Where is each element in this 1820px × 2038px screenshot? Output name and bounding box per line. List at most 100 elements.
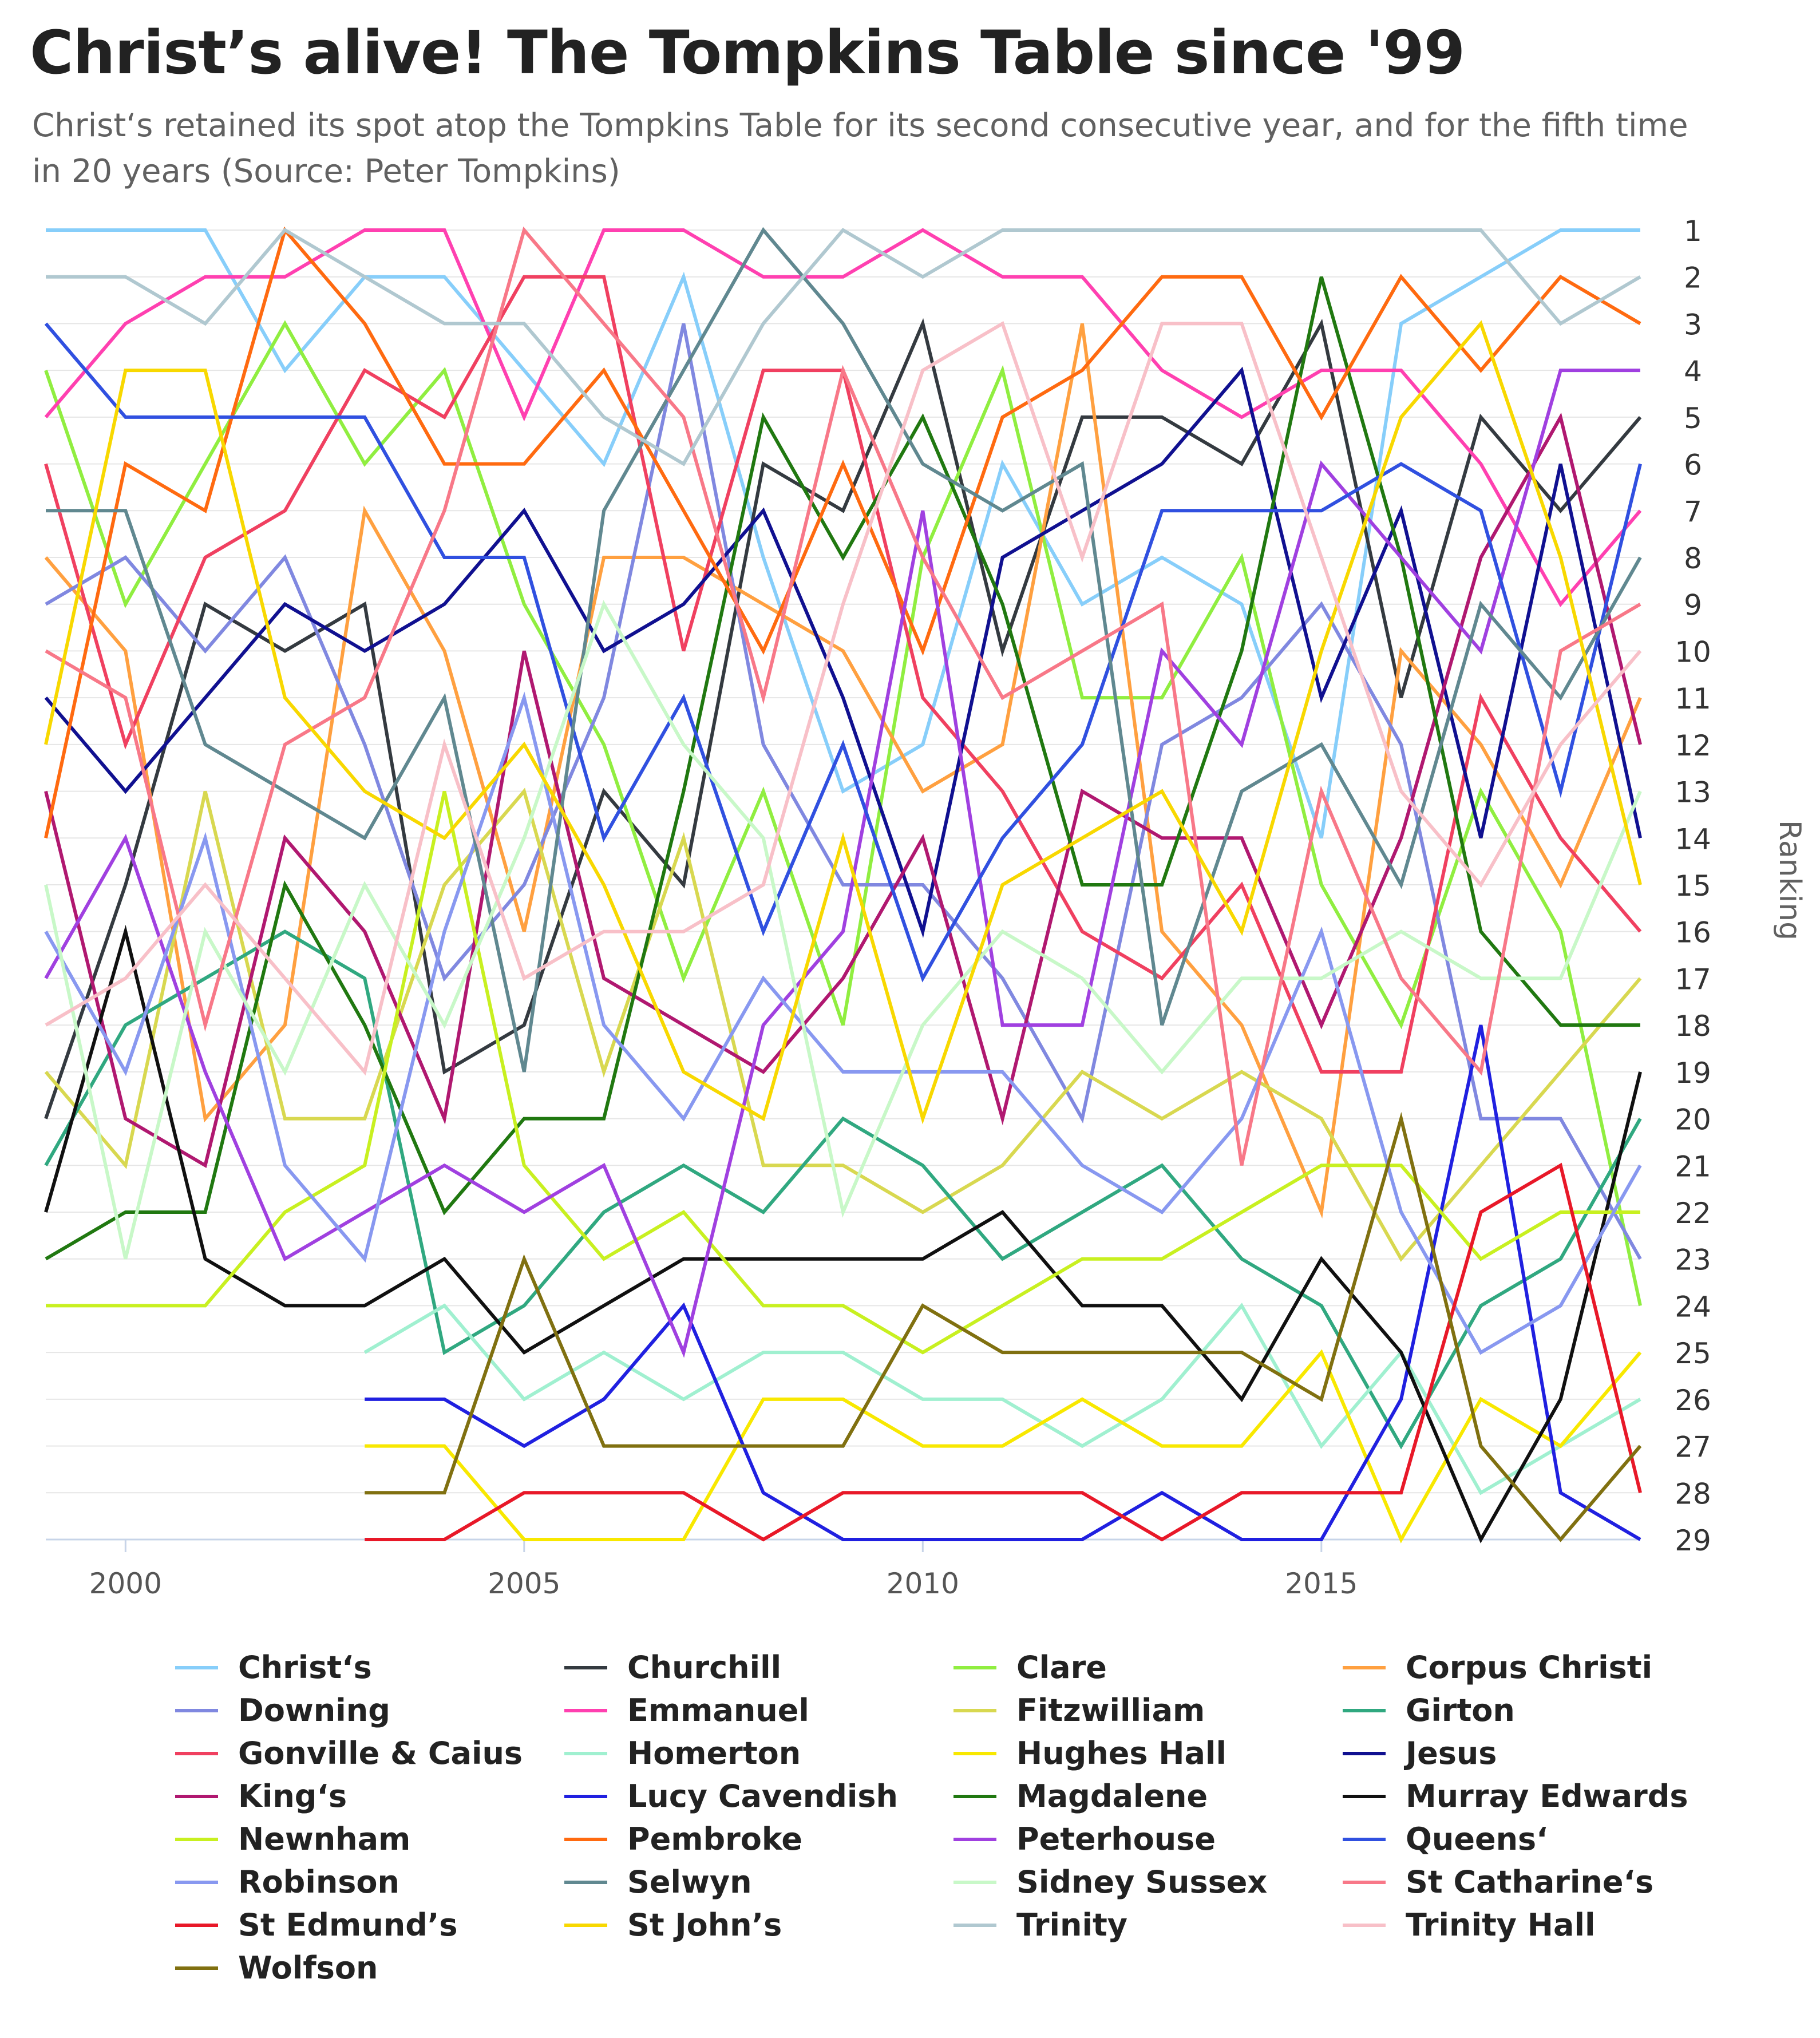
y-tick-label: 14 (1675, 822, 1711, 856)
legend-swatch (175, 1708, 218, 1712)
y-tick-label: 12 (1675, 729, 1711, 762)
legend-item-girton[interactable]: Girton (1343, 1689, 1515, 1732)
legend-label: Queens‘ (1406, 1821, 1548, 1857)
legend-label: Magdalene (1016, 1778, 1208, 1814)
y-tick-label: 24 (1675, 1290, 1711, 1323)
series-line-wolfson (365, 1111, 1642, 1542)
series-lines (44, 226, 1642, 1544)
series-line-trinity (46, 228, 1641, 466)
legend-label: Hughes Hall (1016, 1735, 1226, 1771)
series-line-churchill (44, 318, 1642, 1119)
y-tick-label: 5 (1684, 402, 1702, 435)
series-line-corpus-christi (44, 323, 1642, 1219)
legend-swatch (175, 1966, 218, 1970)
legend-item-magdalene[interactable]: Magdalene (953, 1775, 1208, 1818)
legend-swatch (1343, 1880, 1386, 1884)
legend-item-churchill[interactable]: Churchill (564, 1646, 781, 1689)
legend-swatch (175, 1923, 218, 1927)
legend-label: Murray Edwards (1406, 1778, 1688, 1814)
legend-label: Fitzwilliam (1016, 1692, 1205, 1728)
x-tick-label: 2005 (488, 1567, 560, 1600)
legend-swatch (953, 1923, 996, 1927)
series-line-pembroke (44, 226, 1641, 838)
legend-item-lucy-cavendish[interactable]: Lucy Cavendish (564, 1775, 898, 1818)
legend-label: Newnham (238, 1821, 411, 1857)
legend-label: Girton (1406, 1692, 1515, 1728)
page-title: Christ’s alive! The Tompkins Table since… (30, 18, 1465, 88)
y-tick-label: 25 (1675, 1337, 1711, 1370)
legend-item-fitzwilliam[interactable]: Fitzwilliam (953, 1689, 1205, 1732)
y-tick-label: 19 (1675, 1056, 1711, 1090)
legend-item-trinity-hall[interactable]: Trinity Hall (1343, 1904, 1595, 1946)
legend-swatch (1343, 1665, 1386, 1669)
legend-label: Christ‘s (238, 1649, 372, 1685)
legend-item-wolfson[interactable]: Wolfson (175, 1946, 378, 1989)
legend-swatch (953, 1751, 996, 1755)
series-line-robinson (44, 691, 1642, 1355)
axis-labels: Ranking (1772, 820, 1807, 940)
legend-label: Homerton (627, 1735, 801, 1771)
legend-item-downing[interactable]: Downing (175, 1689, 390, 1732)
legend-item-st-catharine-s[interactable]: St Catharine‘s (1343, 1861, 1653, 1904)
legend-item-queens[interactable]: Queens‘ (1343, 1818, 1548, 1861)
series-line-selwyn (46, 227, 1642, 1073)
legend-swatch (564, 1837, 607, 1841)
legend-swatch (564, 1708, 607, 1712)
y-axis-label: Ranking (1772, 820, 1807, 940)
legend-item-christ-s[interactable]: Christ‘s (175, 1646, 372, 1689)
legend-item-pembroke[interactable]: Pembroke (564, 1818, 802, 1861)
legend-item-corpus-christi[interactable]: Corpus Christi (1343, 1646, 1652, 1689)
legend-swatch (175, 1837, 218, 1841)
legend-label: Sidney Sussex (1016, 1864, 1268, 1900)
legend-item-emmanuel[interactable]: Emmanuel (564, 1689, 809, 1732)
legend-item-trinity[interactable]: Trinity (953, 1904, 1127, 1946)
y-tick-label: 8 (1684, 542, 1702, 575)
y-tick-label: 11 (1675, 682, 1711, 715)
legend-swatch (564, 1794, 607, 1798)
legend-item-sidney-sussex[interactable]: Sidney Sussex (953, 1861, 1267, 1904)
series-line-magdalene (45, 276, 1640, 1261)
legend-label: King‘s (238, 1778, 347, 1814)
legend-item-homerton[interactable]: Homerton (564, 1732, 801, 1775)
legend-swatch (1343, 1923, 1386, 1927)
legend-swatch (953, 1880, 996, 1884)
series-line-st-john-s (44, 320, 1642, 1125)
legend-label: St John’s (627, 1907, 782, 1943)
legend-swatch (175, 1794, 218, 1798)
x-tick-label: 2015 (1285, 1567, 1358, 1600)
x-tick-label: 2000 (89, 1567, 162, 1600)
legend-item-hughes-hall[interactable]: Hughes Hall (953, 1732, 1226, 1775)
series-line-gonville-caius (44, 275, 1642, 1074)
legend-label: Trinity Hall (1406, 1907, 1596, 1943)
series-line-king-s (44, 412, 1642, 1168)
legend-label: Corpus Christi (1406, 1649, 1653, 1685)
y-tick-label: 2 (1684, 262, 1702, 295)
legend-item-selwyn[interactable]: Selwyn (564, 1861, 752, 1904)
legend-item-peterhouse[interactable]: Peterhouse (953, 1818, 1216, 1861)
legend-swatch (175, 1880, 218, 1884)
y-tick-label: 6 (1684, 449, 1702, 482)
legend-item-newnham[interactable]: Newnham (175, 1818, 410, 1861)
legend-item-clare[interactable]: Clare (953, 1646, 1107, 1689)
legend-swatch (175, 1751, 218, 1755)
series-line-peterhouse (44, 369, 1640, 1358)
y-tick-label: 20 (1675, 1103, 1711, 1137)
legend-item-st-edmund-s[interactable]: St Edmund’s (175, 1904, 458, 1946)
y-tick-label: 17 (1675, 963, 1711, 996)
y-tick-label: 7 (1684, 495, 1702, 528)
legend-label: Pembroke (627, 1821, 802, 1857)
legend-item-murray-edwards[interactable]: Murray Edwards (1343, 1775, 1688, 1818)
legend-swatch (953, 1794, 996, 1798)
legend-swatch (1343, 1708, 1386, 1712)
legend-swatch (953, 1708, 996, 1712)
legend-item-gonville-caius[interactable]: Gonville & Caius (175, 1732, 523, 1775)
y-tick-label: 4 (1684, 355, 1702, 388)
legend-label: Gonville & Caius (238, 1735, 523, 1771)
legend-label: Selwyn (627, 1864, 752, 1900)
legend-item-king-s[interactable]: King‘s (175, 1775, 347, 1818)
legend-item-robinson[interactable]: Robinson (175, 1861, 399, 1904)
legend-item-jesus[interactable]: Jesus (1343, 1732, 1497, 1775)
legend-item-st-john-s[interactable]: St John’s (564, 1904, 782, 1946)
series-line-clare (44, 320, 1642, 1307)
x-tick-label: 2010 (887, 1567, 959, 1600)
